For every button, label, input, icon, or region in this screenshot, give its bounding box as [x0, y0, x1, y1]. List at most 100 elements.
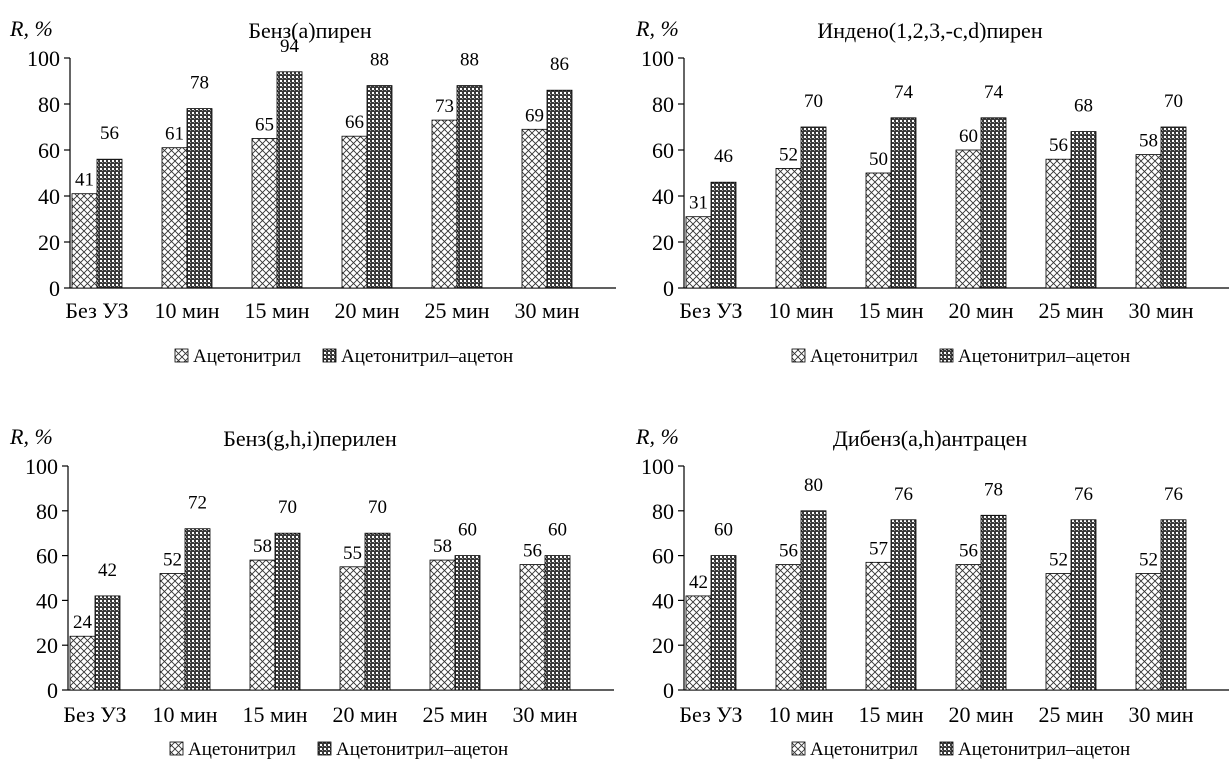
y-tick-label: 100 — [641, 46, 674, 71]
bar-acetonitrile-acetone — [980, 514, 1007, 691]
data-label: 56 — [959, 541, 978, 562]
data-label: 57 — [869, 538, 888, 559]
bar-acetonitrile-acetone — [710, 181, 737, 289]
x-tick-label: Без УЗ — [679, 298, 742, 323]
data-label: 52 — [163, 550, 182, 571]
bar-acetonitrile — [775, 564, 802, 691]
x-tick-label: 20 мин — [335, 298, 400, 323]
x-tick-label: 20 мин — [949, 702, 1014, 727]
chart-title: Дибенз(a,h)антрацен — [833, 426, 1028, 451]
chart-panel: Дибенз(a,h)антрацен R, % 0 20 40 60 80 100 42 60 Б… — [635, 424, 1229, 760]
data-label: 70 — [804, 91, 823, 112]
x-tick-label: 10 мин — [153, 702, 218, 727]
data-label: 94 — [280, 36, 300, 57]
data-label: 70 — [368, 497, 387, 518]
data-label: 42 — [689, 572, 708, 593]
x-tick-label: 15 мин — [243, 702, 308, 727]
y-tick-label: 60 — [38, 138, 60, 163]
data-label: 74 — [894, 82, 914, 103]
bar-acetonitrile — [251, 138, 278, 289]
bar-acetonitrile-acetone — [1160, 126, 1187, 289]
y-tick-label: 40 — [36, 588, 58, 613]
bar-acetonitrile-acetone — [366, 85, 393, 289]
x-tick-label: 15 мин — [245, 298, 310, 323]
data-label: 70 — [1164, 91, 1183, 112]
legend-swatch — [791, 348, 806, 363]
data-label: 68 — [1074, 96, 1093, 117]
bar-acetonitrile — [69, 635, 96, 691]
data-label: 76 — [1164, 484, 1183, 505]
bar-acetonitrile — [429, 559, 456, 691]
chart-title: Бенз(g,h,i)перилен — [223, 426, 397, 451]
legend-label: Ацетонитрил — [810, 346, 918, 367]
x-tick-label: Без УЗ — [63, 702, 126, 727]
x-tick-label: 30 мин — [1129, 298, 1194, 323]
data-label: 50 — [869, 149, 888, 170]
data-label: 66 — [345, 112, 364, 133]
bar-acetonitrile — [955, 564, 982, 691]
bar-acetonitrile-acetone — [186, 108, 213, 289]
data-label: 55 — [343, 543, 362, 564]
data-label: 56 — [1049, 135, 1068, 156]
data-label: 74 — [984, 82, 1004, 103]
bar-acetonitrile — [159, 573, 186, 691]
y-tick-label: 0 — [47, 678, 58, 703]
x-tick-label: 30 мин — [513, 702, 578, 727]
chart-title: Бенз(a)пирен — [248, 18, 372, 43]
legend-label: Ацетонитрил–ацетон — [336, 739, 508, 760]
bar-acetonitrile-acetone — [544, 555, 571, 691]
bar-acetonitrile — [685, 216, 712, 289]
bar-acetonitrile — [431, 119, 458, 289]
data-label: 56 — [779, 541, 798, 562]
x-tick-label: 20 мин — [333, 702, 398, 727]
legend-label: Ацетонитрил–ацетон — [341, 346, 513, 367]
y-tick-label: 40 — [652, 588, 674, 613]
data-label: 56 — [523, 541, 542, 562]
x-tick-label: 10 мин — [769, 298, 834, 323]
y-tick-label: 100 — [27, 46, 60, 71]
data-label: 31 — [689, 193, 708, 214]
bar-acetonitrile — [519, 564, 546, 691]
data-label: 76 — [894, 484, 913, 505]
y-tick-label: 80 — [652, 499, 674, 524]
bar-acetonitrile — [1045, 158, 1072, 289]
bar-acetonitrile — [1045, 573, 1072, 691]
data-label: 61 — [165, 124, 184, 145]
chart-panel: Бенз(a)пирен R, % 0 20 40 60 80 100 41 56 Без УЗ 61… — [9, 16, 616, 367]
bar-acetonitrile — [1135, 573, 1162, 691]
legend-swatch — [169, 741, 184, 756]
y-tick-label: 20 — [36, 633, 58, 658]
x-tick-label: 15 мин — [859, 298, 924, 323]
legend-swatch — [322, 348, 337, 363]
y-tick-label: 100 — [25, 454, 58, 479]
bar-acetonitrile-acetone — [1070, 519, 1097, 691]
data-label: 69 — [525, 105, 544, 126]
y-axis-label: R, % — [635, 16, 679, 41]
data-label: 70 — [278, 497, 297, 518]
legend-label: Ацетонитрил — [810, 739, 918, 760]
y-axis-label: R, % — [9, 424, 53, 449]
legend-label: Ацетонитрил–ацетон — [958, 739, 1130, 760]
data-label: 88 — [460, 50, 479, 71]
data-label: 60 — [548, 520, 567, 541]
data-label: 58 — [1139, 131, 1158, 152]
bar-acetonitrile-acetone — [274, 532, 301, 691]
data-label: 86 — [550, 54, 569, 75]
x-tick-label: 25 мин — [1039, 702, 1104, 727]
x-tick-label: 25 мин — [425, 298, 490, 323]
bar-acetonitrile-acetone — [890, 117, 917, 289]
bar-acetonitrile-acetone — [454, 555, 481, 691]
bar-acetonitrile — [775, 167, 802, 289]
data-label: 65 — [255, 115, 274, 136]
bar-acetonitrile-acetone — [364, 532, 391, 691]
data-label: 52 — [779, 144, 798, 165]
legend-swatch — [939, 348, 954, 363]
data-label: 41 — [75, 170, 94, 191]
data-label: 42 — [98, 560, 117, 581]
bar-acetonitrile — [955, 149, 982, 289]
legend-swatch — [317, 741, 332, 756]
y-tick-label: 0 — [663, 678, 674, 703]
data-label: 58 — [253, 536, 272, 557]
y-tick-label: 60 — [652, 138, 674, 163]
